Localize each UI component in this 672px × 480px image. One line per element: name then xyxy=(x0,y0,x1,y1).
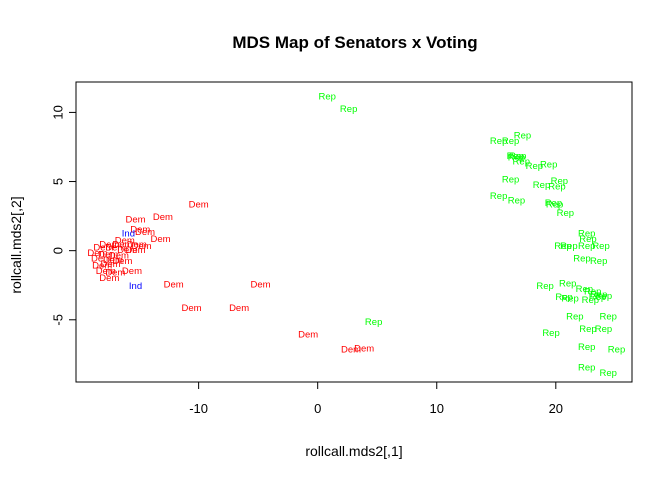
point-dem: Dem xyxy=(87,248,107,259)
point-dem: Dem xyxy=(354,343,374,354)
point-dem: Dem xyxy=(130,224,150,235)
point-rep: Rep xyxy=(508,153,525,164)
point-dem: Dem xyxy=(131,241,151,252)
point-rep: Rep xyxy=(599,312,616,323)
y-tick-label: 5 xyxy=(51,178,66,185)
x-tick-label: 10 xyxy=(430,401,444,416)
point-rep: Rep xyxy=(508,195,525,206)
point-dem: Dem xyxy=(341,345,361,356)
point-rep: Rep xyxy=(590,256,607,267)
point-dem: Dem xyxy=(105,242,125,253)
point-rep: Rep xyxy=(584,287,601,298)
point-rep: Rep xyxy=(318,92,335,103)
point-rep: Rep xyxy=(576,284,593,295)
point-rep: Rep xyxy=(595,324,612,335)
point-rep: Rep xyxy=(555,292,572,303)
point-rep: Rep xyxy=(536,281,553,292)
point-dem: Dem xyxy=(251,280,271,291)
point-rep: Rep xyxy=(509,151,526,162)
point-dem: Dem xyxy=(181,303,201,314)
point-dem: Dem xyxy=(117,245,137,256)
point-rep: Rep xyxy=(561,294,578,305)
point-rep: Rep xyxy=(554,241,571,252)
point-rep: Rep xyxy=(542,328,559,339)
point-dem: Dem xyxy=(93,242,113,253)
point-rep: Rep xyxy=(582,295,599,306)
point-rep: Rep xyxy=(592,241,609,252)
point-rep: Rep xyxy=(526,161,543,172)
point-rep: Rep xyxy=(578,229,595,240)
point-rep: Rep xyxy=(540,159,557,170)
point-dem: Dem xyxy=(150,234,170,245)
point-dem: Dem xyxy=(229,303,249,314)
x-tick-label: 20 xyxy=(549,401,563,416)
point-dem: Dem xyxy=(99,273,119,284)
y-axis-label: rollcall.mds2[,2] xyxy=(8,196,24,293)
point-dem: Dem xyxy=(96,266,116,277)
point-rep: Rep xyxy=(513,157,530,168)
point-rep: Rep xyxy=(559,278,576,289)
point-rep: Rep xyxy=(514,130,531,141)
point-dem: Dem xyxy=(100,259,120,270)
point-rep: Rep xyxy=(502,136,519,147)
point-rep: Rep xyxy=(595,291,612,302)
point-ind: Ind xyxy=(122,229,135,240)
y-tick-label: -5 xyxy=(51,314,66,326)
point-rep: Rep xyxy=(566,312,583,323)
point-rep: Rep xyxy=(365,317,382,328)
y-tick-label: 0 xyxy=(51,247,66,254)
point-rep: Rep xyxy=(490,191,507,202)
chart-title: MDS Map of Senators x Voting xyxy=(232,33,477,52)
point-dem: Dem xyxy=(105,267,125,278)
point-dem: Dem xyxy=(98,249,118,260)
point-rep: Rep xyxy=(545,198,562,209)
point-rep: Rep xyxy=(589,292,606,303)
point-rep: Rep xyxy=(551,176,568,187)
point-rep: Rep xyxy=(546,200,563,211)
point-dem: Dem xyxy=(109,251,129,262)
point-dem: Dem xyxy=(125,245,145,256)
point-dem: Dem xyxy=(115,235,135,246)
point-rep: Rep xyxy=(490,136,507,147)
point-ind: Ind xyxy=(129,281,142,292)
point-rep: Rep xyxy=(502,175,519,186)
point-rep: Rep xyxy=(578,241,595,252)
point-dem: Dem xyxy=(164,280,184,291)
point-dem: Dem xyxy=(125,215,145,226)
point-dem: Dem xyxy=(298,329,318,340)
point-dem: Dem xyxy=(103,255,123,266)
x-axis: -10 0 10 20 xyxy=(189,381,563,416)
data-points: RepRepRepRepRepRepRepRepRepRepRepRepRepR… xyxy=(87,92,625,379)
point-dem: Dem xyxy=(92,260,112,271)
point-dem: Dem xyxy=(127,240,147,251)
point-rep: Rep xyxy=(560,241,577,252)
point-rep: Rep xyxy=(578,342,595,353)
point-rep: Rep xyxy=(573,253,590,264)
point-rep: Rep xyxy=(579,324,596,335)
point-rep: Rep xyxy=(608,345,625,356)
point-dem: Dem xyxy=(135,227,155,238)
x-axis-label: rollcall.mds2[,1] xyxy=(305,443,402,459)
point-dem: Dem xyxy=(153,212,173,223)
point-dem: Dem xyxy=(189,200,209,211)
point-rep: Rep xyxy=(507,151,524,162)
point-rep: Rep xyxy=(579,234,596,245)
point-rep: Rep xyxy=(599,368,616,379)
point-rep: Rep xyxy=(533,180,550,191)
x-tick-label: -10 xyxy=(189,401,208,416)
y-tick-label: 10 xyxy=(51,105,66,119)
point-dem: Dem xyxy=(122,266,142,277)
point-dem: Dem xyxy=(99,240,119,251)
point-dem: Dem xyxy=(112,240,132,251)
x-tick-label: 0 xyxy=(314,401,321,416)
point-dem: Dem xyxy=(91,253,111,264)
y-axis: -5 0 5 10 xyxy=(51,105,77,326)
point-dem: Dem xyxy=(112,256,132,267)
point-rep: Rep xyxy=(548,182,565,193)
point-rep: Rep xyxy=(590,289,607,300)
point-rep: Rep xyxy=(557,208,574,219)
point-rep: Rep xyxy=(340,104,357,115)
point-rep: Rep xyxy=(578,363,595,374)
